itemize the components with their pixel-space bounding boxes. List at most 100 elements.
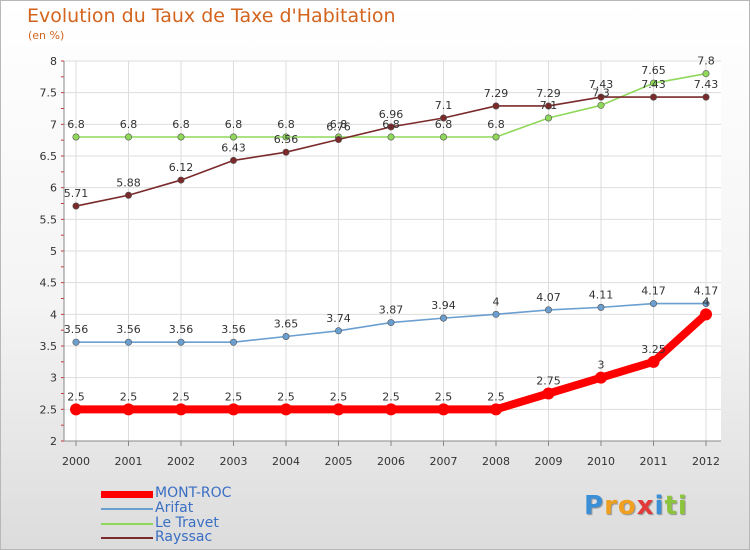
data-point	[125, 338, 133, 346]
chart-subtitle: (en %)	[28, 29, 65, 42]
x-tick-label: 2002	[167, 455, 195, 468]
data-point	[70, 403, 82, 416]
y-tick-label: 4.5	[40, 277, 58, 290]
data-label: 6.43	[221, 141, 246, 154]
data-label: 6.76	[326, 121, 351, 134]
y-tick-label: 3	[50, 372, 57, 385]
x-tick-label: 2007	[430, 455, 458, 468]
data-label: 7.43	[641, 78, 666, 91]
data-point	[544, 306, 552, 314]
data-point	[387, 123, 395, 131]
data-point	[125, 133, 133, 141]
data-label: 2.5	[435, 390, 453, 403]
y-tick-label: 2	[50, 435, 57, 448]
legend-swatch	[101, 523, 153, 525]
y-tick-label: 8	[50, 55, 57, 68]
data-point	[72, 133, 80, 141]
data-point	[649, 79, 657, 87]
data-label: 6.8	[487, 118, 505, 131]
data-point	[177, 338, 185, 346]
data-label: 4.07	[536, 291, 561, 304]
data-label: 3.74	[326, 312, 351, 325]
y-tick-label: 7.5	[40, 87, 58, 100]
data-point	[439, 114, 447, 122]
legend-swatch	[101, 508, 153, 510]
data-point	[649, 93, 657, 101]
x-tick-label: 2000	[62, 455, 90, 468]
x-tick-label: 2012	[692, 455, 720, 468]
legend-label: Le Travet	[155, 515, 219, 531]
data-point	[282, 332, 290, 340]
data-point	[385, 403, 397, 416]
data-label: 7.43	[589, 78, 614, 91]
data-point	[334, 327, 342, 335]
x-tick-label: 2003	[220, 455, 248, 468]
data-label: 6.8	[172, 118, 190, 131]
data-label: 4.17	[641, 285, 666, 298]
data-point	[492, 133, 500, 141]
data-label: 3.56	[116, 323, 141, 336]
data-label: 4	[703, 295, 710, 308]
data-point	[280, 403, 292, 416]
data-point	[177, 133, 185, 141]
y-tick-label: 3.5	[40, 340, 58, 353]
data-point	[387, 319, 395, 327]
data-point	[439, 314, 447, 322]
x-tick-label: 2006	[377, 455, 405, 468]
data-label: 2.5	[487, 390, 505, 403]
proxiti-logo: Proxiti	[584, 491, 688, 521]
data-label: 7.3	[592, 86, 610, 99]
data-label: 3.25	[641, 343, 666, 356]
data-point	[177, 176, 185, 184]
data-label: 7.29	[536, 87, 561, 100]
data-label: 5.88	[116, 176, 141, 189]
x-tick-label: 2001	[115, 455, 143, 468]
y-tick-label: 4	[50, 308, 57, 321]
data-label: 6.96	[379, 108, 404, 121]
y-tick-label: 7	[50, 118, 57, 131]
chart-title: Evolution du Taux de Taxe d'Habitation	[27, 5, 396, 27]
data-label: 3.56	[169, 323, 194, 336]
data-point	[490, 403, 502, 416]
x-tick-label: 2011	[640, 455, 668, 468]
data-label: 3.65	[274, 318, 299, 331]
data-point	[334, 136, 342, 144]
legend-swatch	[101, 491, 153, 498]
data-point	[702, 300, 710, 308]
data-point	[230, 338, 238, 346]
data-label: 6.8	[382, 118, 400, 131]
data-label: 2.5	[330, 390, 348, 403]
data-label: 5.71	[64, 187, 89, 200]
x-tick-label: 2008	[482, 455, 510, 468]
data-point	[700, 308, 712, 321]
data-point	[597, 101, 605, 109]
data-point	[125, 191, 133, 199]
data-point	[230, 133, 238, 141]
data-point	[649, 300, 657, 308]
y-tick-label: 5.5	[40, 213, 58, 226]
legend-swatch	[101, 537, 153, 539]
x-tick-label: 2010	[587, 455, 615, 468]
data-label: 2.5	[120, 390, 138, 403]
data-point	[597, 93, 605, 101]
legend-label: Arifat	[155, 500, 194, 516]
data-label: 7.65	[641, 64, 666, 77]
data-label: 6.8	[435, 118, 453, 131]
data-label: 6.12	[169, 161, 194, 174]
x-tick-label: 2004	[272, 455, 300, 468]
data-point	[439, 133, 447, 141]
y-tick-label: 6.5	[40, 150, 58, 163]
data-label: 3.87	[379, 304, 404, 317]
data-point	[122, 403, 135, 416]
data-label: 7.1	[435, 99, 453, 112]
data-label: 7.8	[697, 55, 715, 68]
data-label: 3.56	[64, 323, 89, 336]
data-point	[492, 310, 500, 318]
data-point	[702, 93, 710, 101]
data-label: 3.94	[431, 299, 456, 312]
data-label: 2.5	[172, 390, 190, 403]
y-tick-label: 5	[50, 245, 57, 258]
data-point	[544, 114, 552, 122]
